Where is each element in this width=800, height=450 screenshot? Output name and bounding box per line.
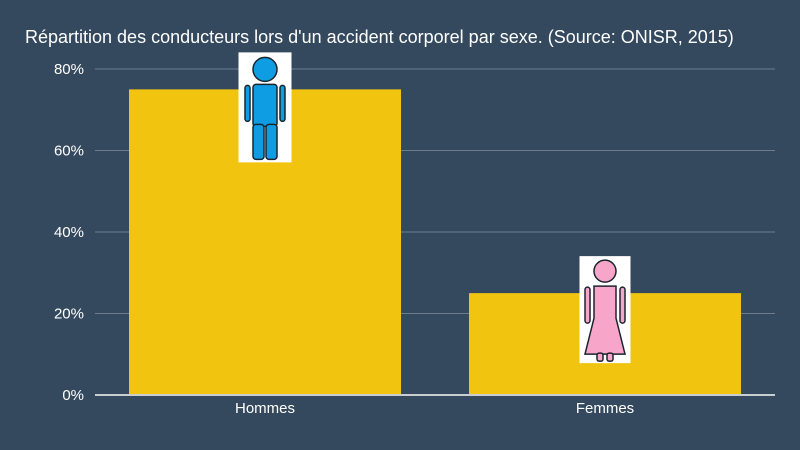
y-axis: 0% 20% 40% 60% 80% <box>54 61 84 404</box>
x-tick-label: Hommes <box>235 400 295 417</box>
chart-title: Répartition des conducteurs lors d'un ac… <box>25 27 734 47</box>
bar-layer <box>129 89 741 395</box>
x-tick-label: Femmes <box>576 400 634 417</box>
y-tick-label: 40% <box>54 224 84 241</box>
woman-icon <box>579 256 631 364</box>
man-icon <box>238 52 292 163</box>
x-axis: Hommes Femmes <box>235 400 634 417</box>
y-tick-label: 80% <box>54 61 84 78</box>
y-tick-label: 0% <box>62 387 84 404</box>
y-tick-label: 20% <box>54 306 84 323</box>
y-tick-label: 60% <box>54 143 84 160</box>
icon-layer <box>238 52 631 364</box>
